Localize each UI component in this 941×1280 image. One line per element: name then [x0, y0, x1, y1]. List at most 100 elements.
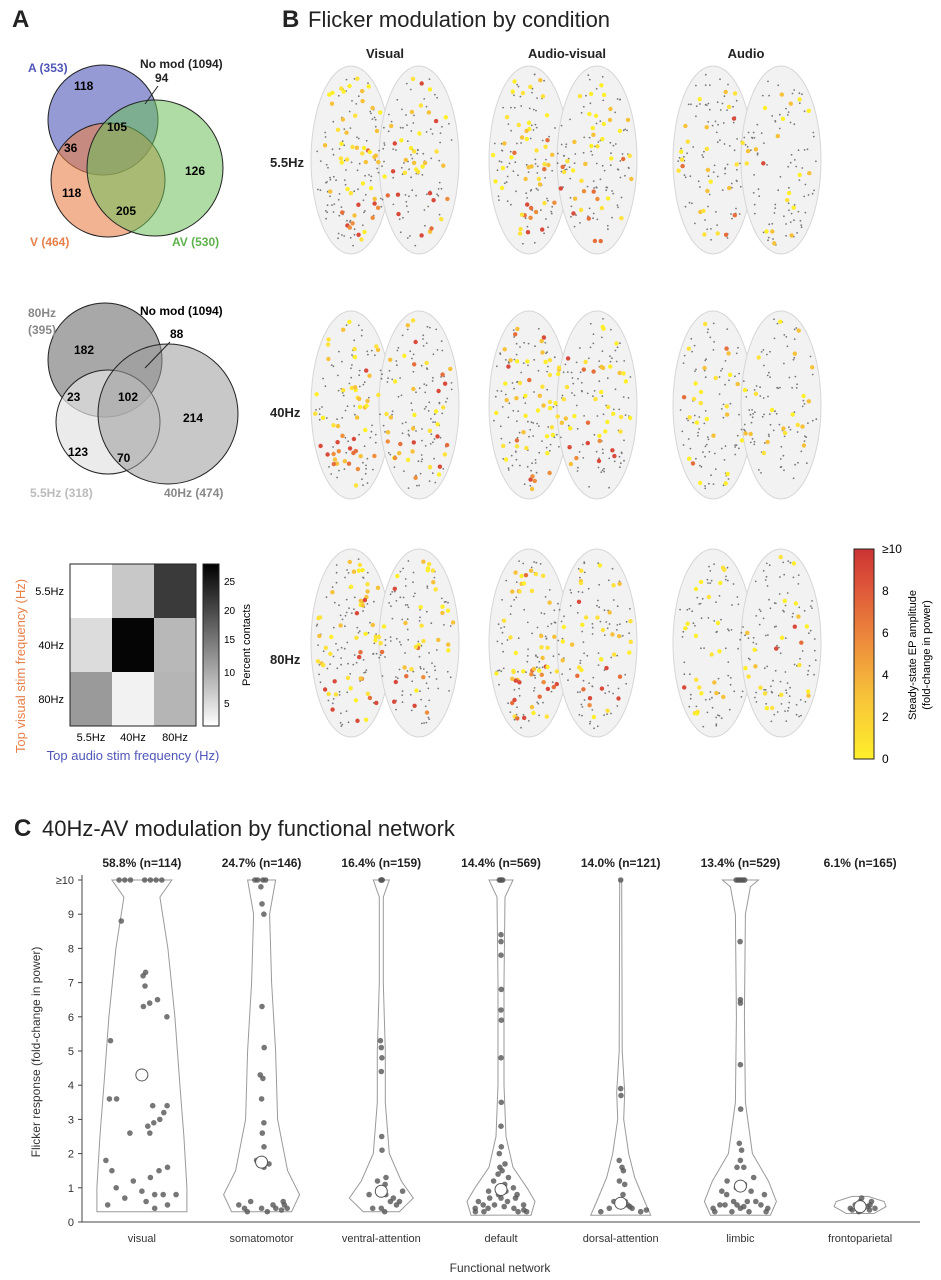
data-point [872, 1205, 878, 1212]
modulated-contact-dot [427, 465, 433, 470]
category-label: ventral-attention [342, 1233, 421, 1245]
contact-dot [803, 609, 806, 612]
contact-dot [791, 616, 794, 618]
contact-dot [573, 162, 576, 165]
contact-dot [742, 380, 745, 383]
contact-dot [413, 114, 415, 117]
contact-dot [729, 402, 732, 405]
contact-dot [426, 585, 429, 588]
contact-dot [383, 142, 386, 144]
contact-dot [588, 136, 591, 139]
contact-dot [543, 79, 545, 82]
data-point [490, 1178, 497, 1184]
contact-dot [591, 623, 594, 625]
contact-dot [606, 377, 609, 380]
contact-dot [567, 157, 570, 160]
modulated-contact-dot [441, 163, 446, 168]
contact-dot [787, 111, 790, 113]
brain-right-hemisphere [740, 310, 822, 500]
contact-dot [801, 650, 804, 652]
modulated-contact-dot [354, 611, 360, 616]
modulated-contact-dot [351, 436, 357, 442]
contact-dot [785, 223, 787, 225]
contact-dot [692, 146, 695, 148]
contact-dot [401, 108, 403, 111]
contact-dot [396, 349, 399, 352]
contact-dot [325, 181, 327, 184]
data-point [737, 1000, 744, 1006]
contact-dot [331, 702, 334, 705]
contact-dot [736, 596, 739, 598]
contact-dot [550, 212, 553, 215]
contact-dot [579, 576, 581, 579]
contact-dot [522, 242, 524, 245]
modulated-contact-dot [575, 673, 580, 678]
contact-dot [698, 416, 701, 418]
contact-dot [598, 360, 601, 362]
contact-dot [420, 698, 422, 701]
modulated-contact-dot [775, 133, 780, 139]
contact-dot [704, 376, 707, 379]
data-point [145, 1123, 151, 1129]
contact-dot [767, 236, 770, 239]
contact-dot [404, 421, 407, 424]
contact-dot [694, 624, 696, 627]
contact-dot [690, 103, 692, 106]
heatmap-cell [154, 672, 196, 726]
contact-dot [758, 608, 761, 611]
data-point [258, 884, 264, 890]
heatmap-row-label: 5.5Hz [35, 586, 64, 598]
contact-dot [545, 637, 548, 640]
modulated-contact-dot [419, 623, 424, 628]
contact-dot [768, 94, 770, 97]
contact-dot [547, 365, 549, 368]
contact-dot [419, 690, 421, 692]
ep-colorbar-label: (fold-change in power) [921, 600, 933, 709]
contact-dot [340, 646, 343, 649]
contact-dot [742, 626, 744, 628]
contact-dot [699, 186, 701, 188]
modulated-contact-dot [520, 90, 526, 96]
contact-dot [357, 188, 359, 191]
modulated-contact-dot [508, 635, 513, 640]
contact-dot [601, 469, 604, 472]
contact-dot [416, 148, 419, 151]
modulated-contact-dot [395, 573, 400, 579]
modulated-contact-dot [578, 207, 584, 213]
modulated-contact-dot [550, 432, 555, 438]
contact-dot [409, 350, 412, 353]
contact-dot [421, 458, 424, 461]
contact-dot [378, 149, 380, 152]
contact-dot [780, 445, 783, 448]
median-marker [374, 1184, 388, 1198]
modulated-contact-dot [345, 186, 350, 192]
modulated-contact-dot [565, 356, 571, 361]
data-point [502, 1161, 508, 1167]
modulated-contact-dot [314, 392, 319, 397]
modulated-contact-dot [418, 103, 424, 108]
violin-group [348, 877, 414, 1215]
contact-dot [736, 180, 738, 183]
contact-dot [753, 440, 756, 443]
contact-dot [407, 211, 410, 213]
contact-dot [763, 667, 766, 670]
data-point [620, 1191, 626, 1198]
modulated-contact-dot [376, 634, 382, 640]
modulated-contact-dot [357, 404, 363, 410]
contact-dot [623, 360, 626, 362]
modulated-contact-dot [597, 433, 602, 438]
contact-dot [592, 217, 594, 220]
contact-dot [337, 94, 340, 97]
contact-dot [332, 120, 335, 123]
contact-dot [351, 354, 353, 356]
contact-dot [430, 622, 433, 625]
modulated-contact-dot [433, 118, 439, 124]
contact-dot [391, 378, 394, 381]
modulated-contact-dot [362, 229, 367, 235]
modulated-contact-dot [365, 589, 370, 594]
contact-dot [692, 622, 695, 625]
contact-dot [374, 354, 376, 357]
contact-dot [355, 661, 358, 664]
contact-dot [358, 374, 361, 377]
contact-dot [792, 477, 795, 480]
